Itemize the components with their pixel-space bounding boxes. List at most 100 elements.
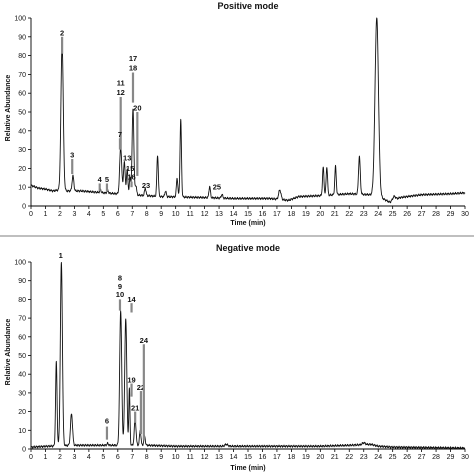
y-tick-label: 50 — [18, 110, 26, 117]
x-tick-label: 21 — [331, 211, 339, 218]
x-tick-label: 28 — [432, 211, 440, 218]
x-tick-label: 29 — [447, 454, 455, 461]
x-tick-label: 18 — [288, 211, 296, 218]
y-tick-label: 10 — [18, 185, 26, 192]
x-tick-label: 24 — [374, 211, 382, 218]
x-tick-label: 23 — [360, 211, 368, 218]
y-tick-label: 0 — [22, 447, 26, 454]
y-tick-label: 10 — [18, 428, 26, 435]
y-tick-label: 80 — [18, 53, 26, 60]
y-tick-label: 80 — [18, 297, 26, 304]
peak-label: 13 — [123, 154, 131, 163]
positive-mode-panel: Positive mode Time (min) Relative Abunda… — [5, 1, 469, 227]
x-tick-label: 15 — [244, 211, 252, 218]
x-tick-label: 13 — [215, 211, 223, 218]
chart-title: Positive mode — [217, 1, 278, 11]
peak-label: 21 — [131, 403, 139, 412]
x-tick-label: 10 — [172, 211, 180, 218]
peak-label: 7 — [118, 130, 122, 139]
x-tick-label: 3 — [72, 454, 76, 461]
x-tick-label: 22 — [345, 211, 353, 218]
y-tick-label: 60 — [18, 334, 26, 341]
peak-label: 3 — [70, 151, 74, 160]
x-tick-label: 7 — [130, 211, 134, 218]
x-tick-label: 5 — [101, 454, 105, 461]
x-tick-label: 30 — [461, 211, 469, 218]
peak-label: 6 — [105, 416, 109, 425]
x-tick-label: 12 — [201, 211, 209, 218]
x-tick-label: 13 — [215, 454, 223, 461]
x-tick-label: 2 — [58, 454, 62, 461]
peak-label: 12 — [117, 88, 125, 97]
x-tick-label: 15 — [244, 454, 252, 461]
chromatogram-trace — [30, 262, 466, 450]
x-tick-label: 29 — [447, 211, 455, 218]
y-tick-label: 100 — [14, 260, 26, 267]
x-tick-label: 7 — [130, 454, 134, 461]
x-tick-label: 5 — [101, 211, 105, 218]
x-tick-label: 4 — [87, 454, 91, 461]
x-tick-label: 20 — [316, 211, 324, 218]
y-tick-label: 0 — [22, 204, 26, 211]
x-tick-label: 4 — [87, 211, 91, 218]
peak-label: 17 — [129, 54, 137, 63]
peak-label: 22 — [137, 383, 145, 392]
y-tick-label: 90 — [18, 278, 26, 285]
y-tick-label: 90 — [18, 34, 26, 41]
x-tick-label: 1 — [44, 454, 48, 461]
peak-label: 11 — [117, 78, 125, 87]
y-tick-label: 30 — [18, 147, 26, 154]
peak-label: 23 — [142, 181, 150, 190]
x-tick-label: 26 — [403, 211, 411, 218]
x-tick-label: 19 — [302, 454, 310, 461]
x-tick-label: 20 — [316, 454, 324, 461]
peak-label: 15 — [126, 164, 134, 173]
y-tick-label: 70 — [18, 72, 26, 79]
x-tick-label: 14 — [230, 211, 238, 218]
x-tick-label: 17 — [273, 454, 281, 461]
y-tick-label: 20 — [18, 166, 26, 173]
x-tick-label: 8 — [145, 454, 149, 461]
x-tick-label: 23 — [360, 454, 368, 461]
x-tick-label: 2 — [58, 211, 62, 218]
y-tick-label: 30 — [18, 390, 26, 397]
x-tick-label: 10 — [172, 454, 180, 461]
x-tick-label: 26 — [403, 454, 411, 461]
x-tick-label: 1 — [44, 211, 48, 218]
peak-label: 10 — [116, 290, 124, 299]
peak-label: 24 — [140, 336, 149, 345]
y-tick-label: 50 — [18, 353, 26, 360]
x-tick-label: 17 — [273, 211, 281, 218]
y-tick-label: 100 — [14, 16, 26, 23]
peak-label: 2 — [60, 29, 64, 38]
x-tick-label: 16 — [259, 454, 267, 461]
x-tick-label: 24 — [374, 454, 382, 461]
peak-label: 9 — [118, 282, 122, 291]
peak-label: 18 — [129, 63, 137, 72]
peak-label: 4 — [98, 175, 103, 184]
x-tick-label: 14 — [230, 454, 238, 461]
x-tick-label: 6 — [116, 211, 120, 218]
peak-label: 8 — [118, 273, 122, 282]
y-axis-label: Relative Abundance — [5, 75, 12, 142]
y-tick-label: 20 — [18, 409, 26, 416]
x-tick-label: 28 — [432, 454, 440, 461]
x-tick-label: 3 — [72, 211, 76, 218]
x-tick-label: 9 — [159, 454, 163, 461]
x-tick-label: 0 — [29, 454, 33, 461]
x-tick-label: 25 — [389, 454, 397, 461]
y-tick-label: 40 — [18, 372, 26, 379]
x-tick-label: 30 — [461, 454, 469, 461]
x-tick-label: 27 — [418, 454, 426, 461]
x-tick-label: 21 — [331, 454, 339, 461]
x-axis-label: Time (min) — [230, 465, 265, 472]
peak-label: 20 — [133, 104, 141, 113]
x-tick-label: 27 — [418, 211, 426, 218]
x-tick-label: 11 — [186, 211, 193, 218]
x-tick-label: 19 — [302, 211, 310, 218]
negative-mode-panel: Negative mode Time (min) Relative Abunda… — [5, 243, 469, 472]
chromatogram-trace — [30, 17, 466, 204]
x-tick-label: 12 — [201, 454, 209, 461]
peak-label: 5 — [105, 175, 109, 184]
